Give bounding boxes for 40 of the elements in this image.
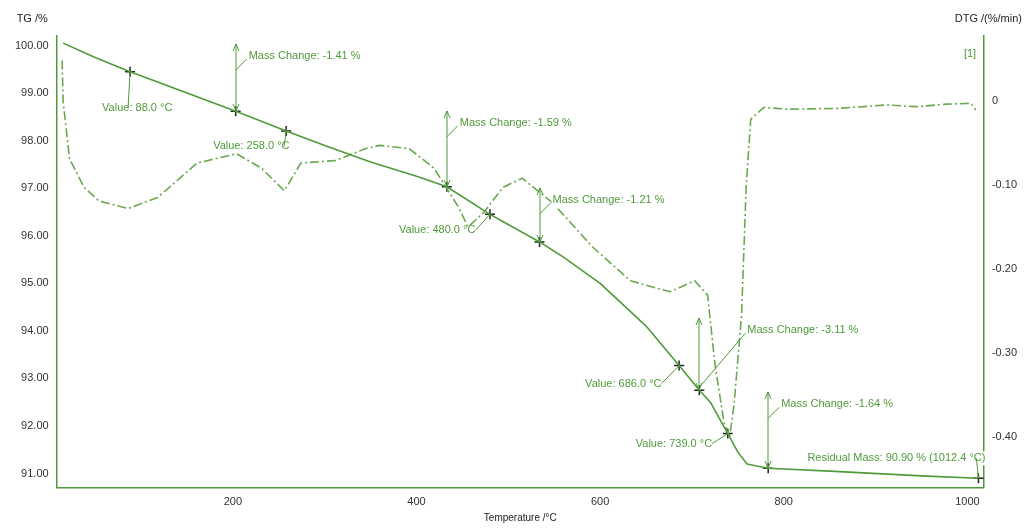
x-tick-label: 400 [407,495,426,508]
y-tick-label: 92.00 [21,419,49,432]
annotation: Value: 480.0 °C [398,223,476,236]
y-tick-label: 97.00 [21,181,49,194]
y-tick-label: 96.00 [21,228,49,241]
y2-tick-label: -0.20 [991,262,1018,275]
y-tick-label: 93.00 [21,371,49,384]
annotation: Value: 739.0 °C [635,436,713,449]
y-axis-title: TG /% [16,12,49,24]
annotation: Mass Change: -1.64 % [781,397,894,410]
annotation: Mass Change: -1.21 % [552,192,665,205]
annotation: Value: 258.0 °C [213,139,290,152]
point [722,427,734,440]
x-tick-label: 800 [774,495,793,508]
y-tick-label: 95.00 [21,276,49,289]
point [484,208,496,221]
annotation: Residual Mass: 90.90 % (1012.4 °C) [807,451,986,464]
y-tick-label: 98.00 [21,133,49,146]
y-tick-label: 99.00 [21,86,49,99]
x-axis-title: Temperature /°C [483,511,557,523]
annotation: Mass Change: -1.41 % [248,49,361,62]
annotation: Value: 686.0 °C [585,376,662,389]
annotation: Mass Change: -3.11 % [747,323,859,336]
annotation: [1] [963,47,977,60]
y-tick-label: 94.00 [21,323,49,336]
y2-tick-label: 0 [991,93,999,106]
y-tick-label: 91.00 [21,466,49,479]
y2-tick-label: -0.40 [991,430,1018,443]
point [280,125,292,137]
point [673,359,685,372]
point [124,65,136,78]
x-tick-label: 1000 [955,495,980,508]
y2-axis-title: DTG /(%/min) [954,12,1022,24]
y2-tick-label: -0.10 [991,177,1018,190]
y-tick-label: 100.00 [14,38,49,51]
x-tick-label: 600 [590,495,610,508]
annotation: Value: 88.0 °C [102,100,173,113]
x-tick-label: 200 [223,495,243,508]
annotation: Mass Change: -1.59 % [459,115,572,128]
y2-tick-label: -0.30 [991,346,1018,359]
